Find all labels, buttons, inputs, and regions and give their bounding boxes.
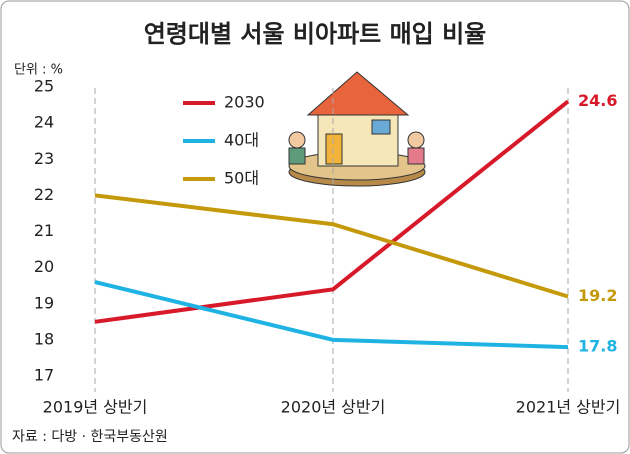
y-tick-label: 22 <box>34 185 54 204</box>
legend-label: 2030 <box>224 93 265 112</box>
x-tick-label: 2020년 상반기 <box>281 398 386 417</box>
legend-label: 50대 <box>224 169 259 188</box>
y-tick-label: 25 <box>34 77 54 96</box>
y-tick-label: 24 <box>34 113 54 132</box>
house-illustration <box>288 71 426 187</box>
y-tick-label: 23 <box>34 149 54 168</box>
series-line <box>94 193 569 299</box>
unit-label: 단위 : % <box>14 63 63 78</box>
y-tick-label: 17 <box>34 366 54 385</box>
data-label: 19.2 <box>578 286 617 305</box>
x-tick-label: 2021년 상반기 <box>516 398 621 417</box>
data-label: 17.8 <box>578 337 617 356</box>
y-tick-label: 20 <box>34 257 54 276</box>
legend-label: 40대 <box>224 131 259 150</box>
y-tick-label: 21 <box>34 221 54 240</box>
series-line <box>94 99 570 324</box>
y-tick-label: 19 <box>34 293 54 312</box>
series-line <box>94 280 569 350</box>
x-tick-label: 2019년 상반기 <box>43 398 148 417</box>
y-tick-label: 18 <box>34 329 54 348</box>
chart-title: 연령대별 서울 비아파트 매입 비율 <box>144 20 487 48</box>
source: 자료 : 다방 · 한국부동산원 <box>12 429 168 445</box>
data-label: 24.6 <box>578 91 617 110</box>
